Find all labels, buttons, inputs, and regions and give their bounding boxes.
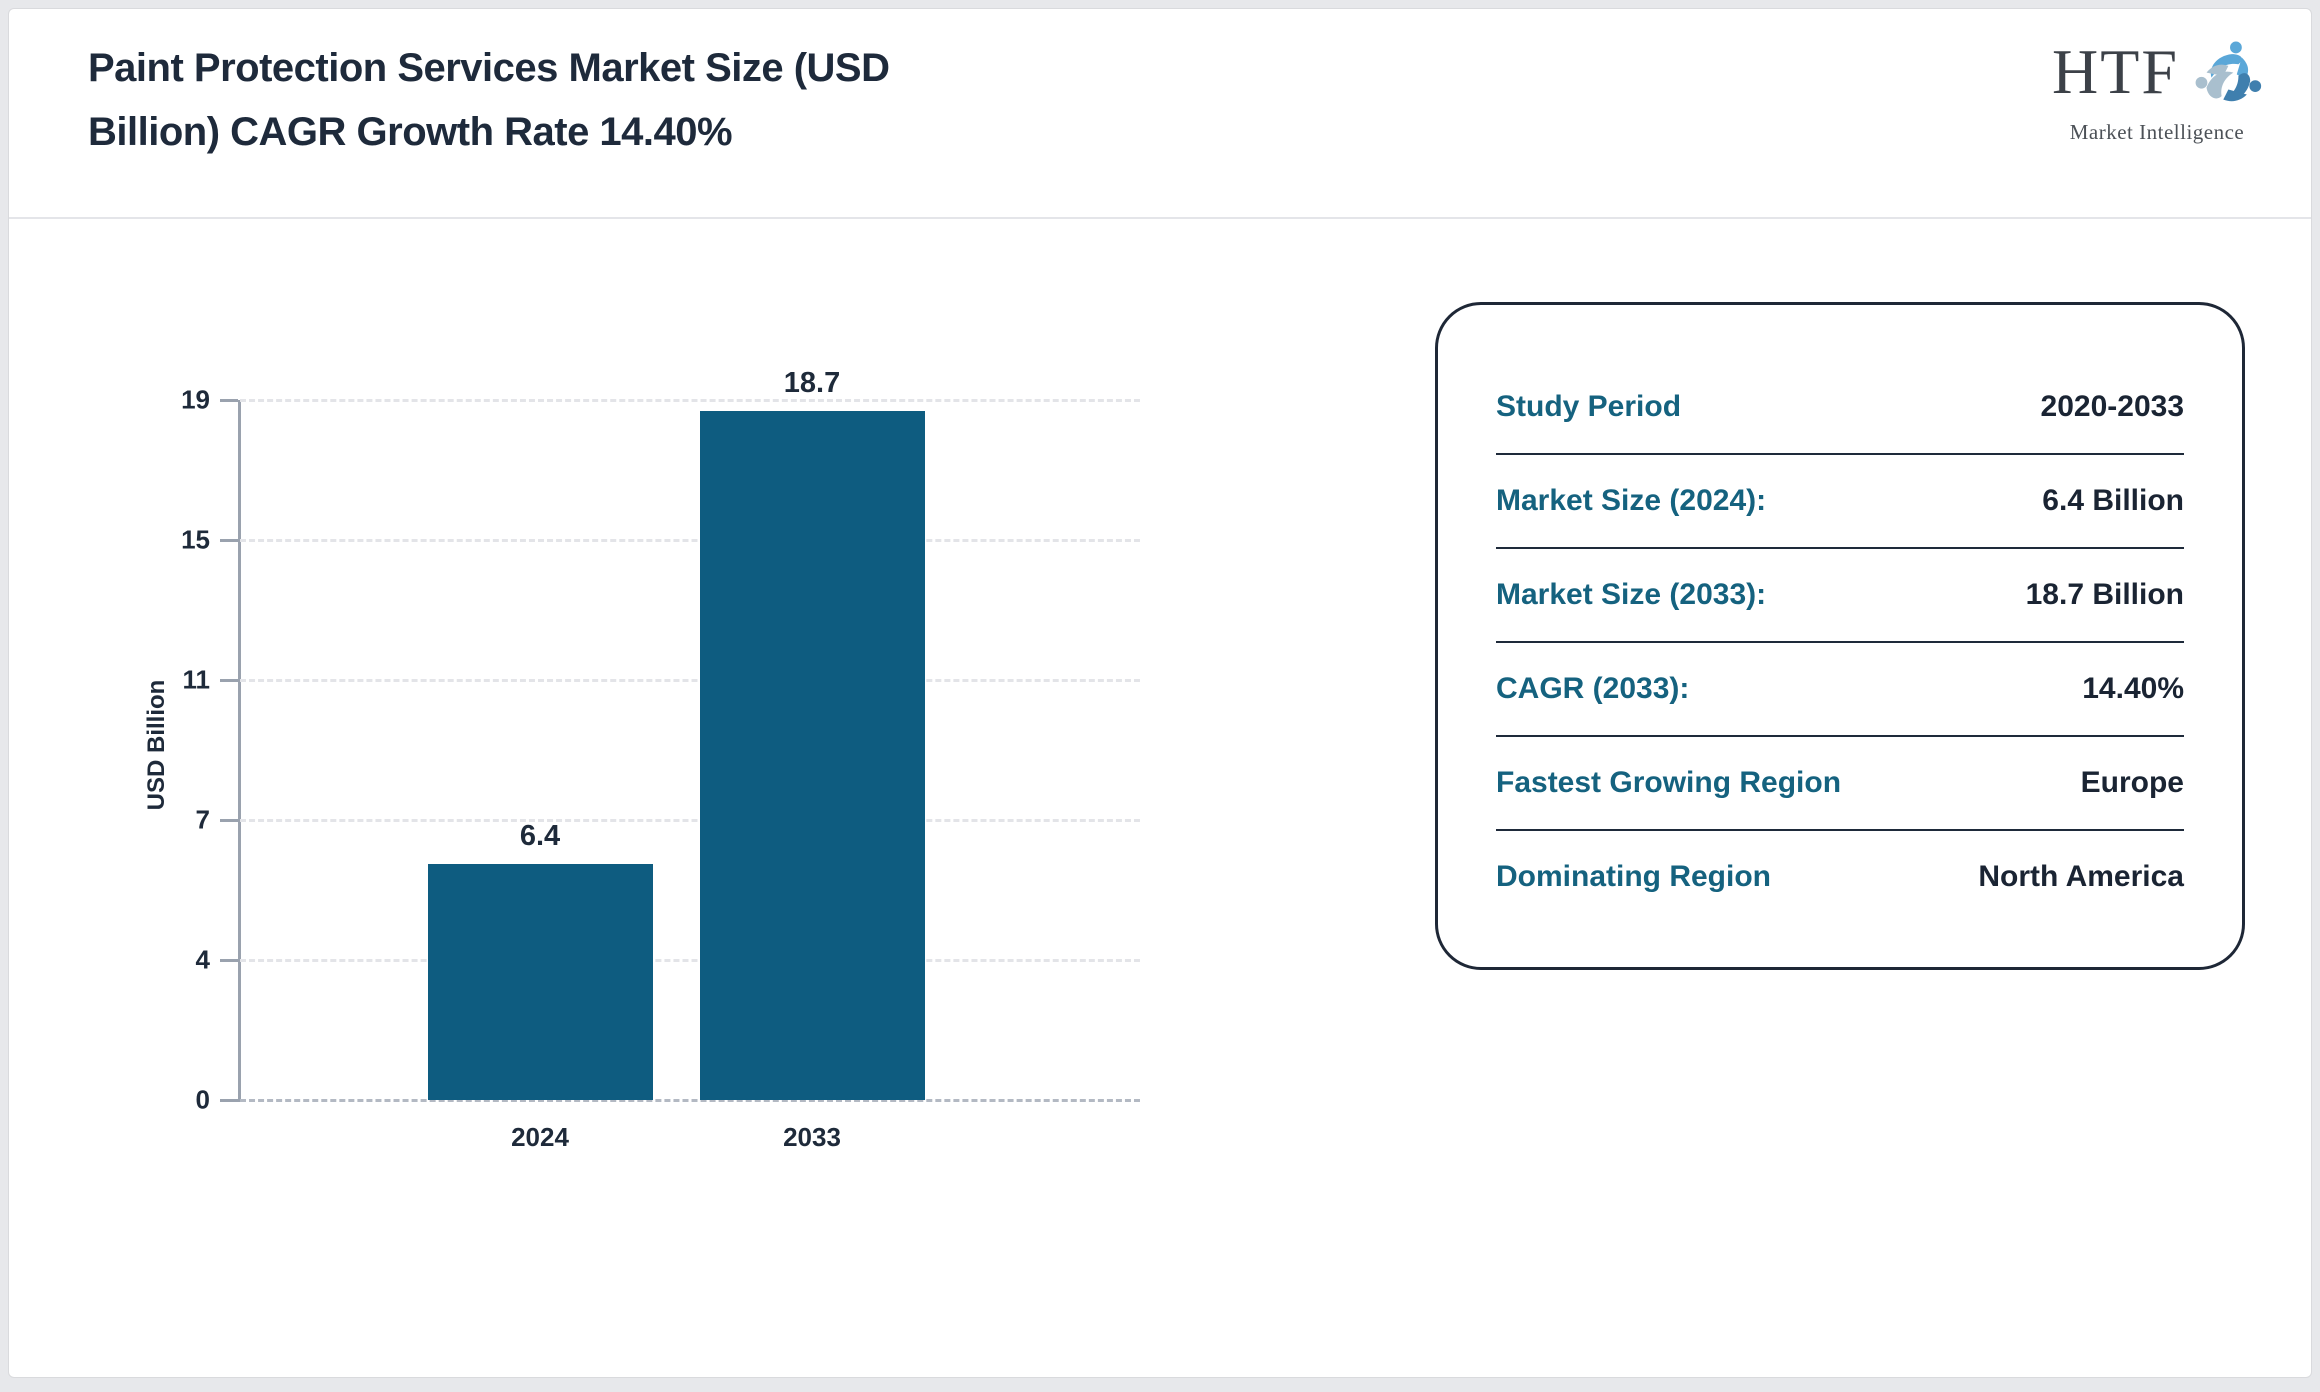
panel-row-2: Market Size (2033): 18.7 Billion [1496,547,2184,641]
panel-row-value: Europe [2080,766,2184,799]
y-tick-mark-4 [220,959,238,962]
panel-row-label: Study Period [1496,390,1682,423]
y-axis-title: USD Billion [143,679,170,811]
y-tick-mark-11 [220,679,238,682]
gridline-15 [240,539,1140,542]
company-logo: HTF Market Intelligence [2052,40,2272,170]
bar-value-label-2033: 18.7 [783,367,841,399]
panel-row-3: CAGR (2033): 14.40% [1496,641,2184,735]
y-tick-mark-19 [220,399,238,402]
y-tick-mark-0 [220,1099,238,1102]
panel-row-5: Dominating Region North America [1496,829,2184,923]
gridline-7 [240,819,1140,822]
bar-chart: 19 15 11 7 4 0 6.4 2024 18.7 2033 [181,367,1140,1152]
panel-row-1: Market Size (2024): 6.4 Billion [1496,453,2184,547]
panel-row-value: 18.7 Billion [2025,578,2184,611]
x-tick-label-2033: 2033 [783,1122,841,1152]
panel-row-value: North America [1978,860,2184,893]
header-divider [9,217,2311,219]
gridline-4 [240,959,1140,962]
x-tick-label-2024: 2024 [511,1122,569,1152]
y-axis-line [238,400,241,1102]
logo-wordmark: HTF [2052,36,2179,107]
y-tick-label-19: 19 [181,384,210,415]
bar-2024 [427,864,653,1100]
market-summary-panel: Study Period 2020-2033 Market Size (2024):… [1435,302,2245,970]
bar-2033 [699,411,925,1100]
y-tick-label-0: 0 [195,1084,210,1115]
gridline-19 [240,399,1140,402]
bar-value-label-2024: 6.4 [519,820,561,852]
logo-subtitle: Market Intelligence [2069,120,2245,144]
panel-row-label: Fastest Growing Region [1496,766,1842,799]
y-tick-mark-15 [220,539,238,542]
panel-row-4: Fastest Growing Region Europe [1496,735,2184,829]
panel-row-label: Market Size (2033): [1496,578,1767,611]
y-tick-label-7: 7 [195,804,210,835]
panel-row-label: Dominating Region [1496,860,1771,893]
panel-row-value: 6.4 Billion [2042,484,2184,517]
y-tick-label-11: 11 [182,664,211,695]
panel-row-value: 2020-2033 [2040,390,2184,423]
panel-row-label: Market Size (2024): [1496,484,1767,517]
y-tick-label-4: 4 [195,944,210,975]
gridline-11 [240,679,1140,682]
gridline-0 [240,1099,1140,1102]
y-tick-mark-7 [220,819,238,822]
panel-row-value: 14.40% [2082,672,2184,705]
y-tick-label-15: 15 [181,524,210,555]
page-title: Paint Protection Services Market Size (U… [88,46,890,154]
logo-swirl-icon [2195,41,2262,102]
panel-row-label: CAGR (2033): [1496,672,1690,705]
panel-row-0: Study Period 2020-2033 [1496,361,2184,453]
